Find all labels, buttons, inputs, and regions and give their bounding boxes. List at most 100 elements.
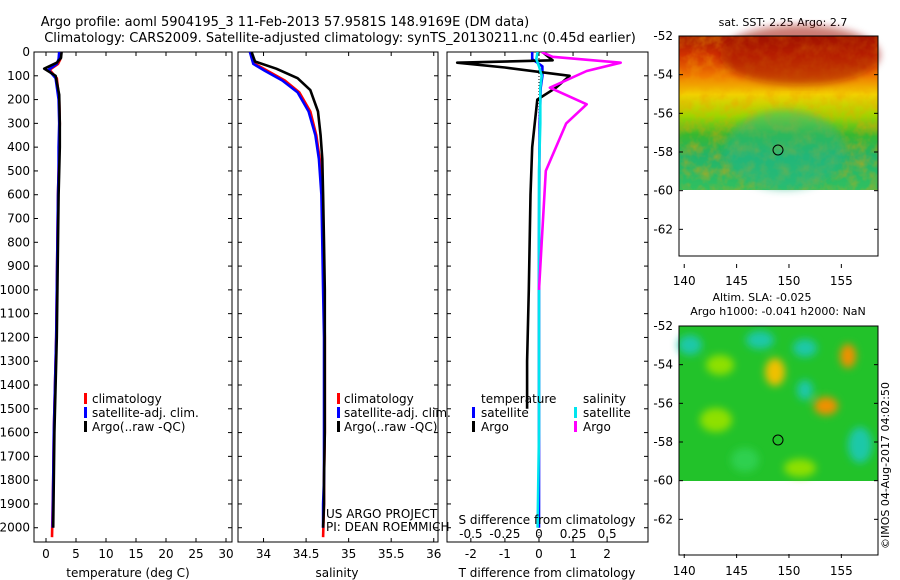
y-tick-label: 1900	[0, 497, 30, 511]
sla-blob	[784, 459, 816, 477]
temperature-axes	[33, 51, 233, 543]
temperature-lines	[42, 52, 63, 538]
legend-swatch-t-argo	[472, 421, 475, 432]
sst-map-frame	[678, 35, 879, 257]
y-tick-label: 1300	[0, 354, 30, 368]
sla-map-title-line1: Altim. SLA: -0.025	[712, 291, 811, 304]
y-tick-label: 400	[7, 140, 30, 154]
sla-blobs	[678, 331, 872, 477]
sla-blob	[797, 380, 813, 400]
temperature-ticks: 0 5 10 15 20 25 300100200300400500600700800900…	[0, 45, 234, 561]
x-tick-label: 36	[426, 547, 441, 561]
legend-swatch-satellite	[337, 407, 340, 418]
imos-credit: ©IMOS 04-Aug-2017 04:02:50	[879, 382, 892, 549]
sla-map-ticks: 140 145 150 155 -52 -54 -56 -58 -60 -62	[653, 319, 878, 578]
sla-blob	[840, 344, 856, 368]
sla-blob	[793, 339, 817, 357]
legend-swatch-s-argo	[574, 421, 577, 432]
map-x-tick-label: 140	[673, 274, 696, 288]
salinity-xlabel: salinity	[315, 566, 358, 580]
temperature-legend: climatology satellite-adj. clim. Argo(..…	[84, 392, 199, 434]
sla-blob	[706, 355, 734, 375]
x-tick-label-salinity: -0.25	[489, 527, 520, 541]
map-x-tick-label: 155	[830, 274, 853, 288]
map-y-tick-label: -62	[653, 512, 673, 526]
x-tick-label: -1	[499, 547, 511, 561]
y-tick-label: 0	[22, 45, 30, 59]
y-tick-label: 500	[7, 164, 30, 178]
legend-swatch-satellite	[84, 407, 87, 418]
x-tick-label: 20	[158, 547, 173, 561]
map-y-tick-label: -62	[653, 222, 673, 236]
difference-lines	[455, 52, 623, 542]
y-tick-label: 600	[7, 188, 30, 202]
y-tick-label: 1400	[0, 378, 30, 392]
y-tick-label: 1600	[0, 426, 30, 440]
series-line	[248, 52, 326, 528]
x-tick-label: 0	[42, 547, 50, 561]
temperature-xlabel: temperature (deg C)	[66, 566, 189, 580]
legend-swatch-argo	[84, 421, 87, 432]
x-tick-label: 2	[603, 547, 611, 561]
map-y-tick-label: -54	[653, 358, 673, 372]
legend-swatch-t-satellite	[472, 407, 475, 418]
series-line	[42, 52, 63, 528]
difference-panel: -2 -1 0 1 2 -0.5 -0.25 0 0.25 0.5 S difference fr…	[446, 51, 649, 580]
sst-cool-patch	[725, 110, 845, 190]
legend-label-argo: Argo(..raw -QC)	[92, 420, 185, 434]
map-y-tick-label: -52	[653, 29, 673, 43]
map-y-tick-label: -60	[653, 184, 673, 198]
y-tick-label: 1500	[0, 402, 30, 416]
y-tick-label: 1700	[0, 449, 30, 463]
pi-label: PI: DEAN ROEMMICH	[326, 520, 449, 534]
map-x-tick-label: 140	[673, 564, 696, 578]
map-x-tick-label: 145	[725, 564, 748, 578]
difference-xlabel-top: S difference from climatology	[459, 513, 636, 527]
x-tick-label: 15	[128, 547, 143, 561]
y-tick-label: 1100	[0, 307, 30, 321]
temperature-panel: 0 5 10 15 20 25 300100200300400500600700800900…	[0, 45, 234, 580]
y-tick-label: 900	[7, 259, 30, 273]
x-tick-label: 34.5	[293, 547, 320, 561]
difference-ticks: -2 -1 0 1 2 -0.5 -0.25 0 0.25 0.5	[447, 51, 648, 561]
salinity-panel: 34 34.5 35 35.5 36 salinity climatology sate…	[237, 51, 451, 580]
legend-label-satellite: satellite-adj. clim.	[92, 406, 199, 420]
legend-label-s-satellite: satellite	[583, 406, 631, 420]
x-tick-label-salinity: -0.5	[459, 527, 482, 541]
legend-label-satellite: satellite-adj. clim.	[344, 406, 451, 420]
salinity-lines	[248, 52, 327, 538]
x-tick-label: 0	[535, 547, 543, 561]
sla-map-frame	[678, 325, 879, 556]
y-tick-label: 2000	[0, 521, 30, 535]
sla-blob	[678, 335, 702, 355]
sst-field	[679, 25, 880, 190]
x-tick-label: 5	[72, 547, 80, 561]
map-y-tick-label: -56	[653, 396, 673, 410]
y-tick-label: 200	[7, 93, 30, 107]
sla-blob	[746, 331, 774, 349]
map-y-tick-label: -54	[653, 68, 673, 82]
y-tick-label: 1200	[0, 330, 30, 344]
y-tick-label: 1800	[0, 473, 30, 487]
x-tick-label-salinity: 0.25	[560, 527, 587, 541]
sst-map: sat. SST: 2.25 Argo: 2.7 140 145 150 155-52…	[653, 16, 880, 288]
map-y-tick-label: -60	[653, 474, 673, 488]
legend-label-s-argo: Argo	[583, 420, 611, 434]
legend-title-salinity: salinity	[583, 392, 626, 406]
map-y-tick-label: -58	[653, 145, 673, 159]
map-y-tick-label: -58	[653, 435, 673, 449]
map-y-tick-label: -52	[653, 319, 673, 333]
figure-title-line1: Argo profile: aoml 5904195_3 11-Feb-2013…	[41, 15, 530, 30]
x-tick-label: 30	[218, 547, 233, 561]
series-line	[250, 52, 327, 528]
sla-field	[678, 326, 878, 481]
legend-title-temperature: temperature	[481, 392, 556, 406]
y-tick-label: 800	[7, 235, 30, 249]
legend-label-t-satellite: satellite	[481, 406, 529, 420]
difference-xlabel: T difference from climatology	[458, 566, 636, 580]
legend-label-climatology: climatology	[92, 392, 162, 406]
salinity-legend: climatology satellite-adj. clim. Argo(..…	[337, 392, 451, 434]
sla-map-title-line2: Argo h1000: -0.041 h2000: NaN	[690, 305, 866, 318]
y-tick-label: 700	[7, 212, 30, 226]
